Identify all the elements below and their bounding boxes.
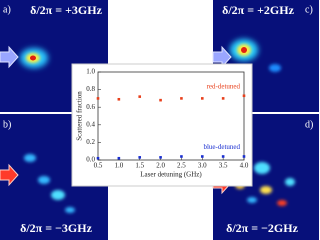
point	[200, 97, 204, 100]
point	[200, 155, 204, 158]
point	[242, 94, 246, 98]
panel-label: a)	[3, 4, 11, 15]
y-axis-label: Scattered fraction	[76, 91, 84, 141]
point	[180, 97, 183, 100]
x-tick-label: 2.5	[177, 162, 186, 170]
point	[117, 97, 121, 101]
x-tick-label: 4.0	[240, 162, 249, 170]
point	[221, 97, 225, 100]
x-tick-label: 2.0	[156, 162, 165, 170]
series-label: red-detuned	[207, 82, 241, 90]
x-tick-label: 1.0	[114, 162, 123, 170]
point	[138, 95, 142, 98]
x-axis-label: Laser detuning (GHz)	[140, 171, 202, 179]
y-tick-label: 0.8	[86, 85, 95, 93]
point	[242, 155, 246, 158]
point	[159, 98, 162, 102]
panel-label: c)	[305, 4, 313, 15]
point	[180, 155, 183, 158]
detuning-label: δ/2π = +2GHz	[222, 3, 294, 17]
point	[96, 156, 100, 160]
inset-background	[71, 63, 253, 187]
point	[96, 97, 100, 100]
x-tick-label: 0.5	[94, 162, 103, 170]
y-tick-label: 1.0	[86, 68, 95, 76]
y-tick-label: 0.6	[86, 103, 95, 111]
panel-a: a) δ/2π = +3GHz	[0, 0, 108, 112]
inset-chart: 0.0 0.2 0.4 0.6 0.8 1.0 0.5 1.0 1.5 2.0 2.5 3.0 3.5 4…	[76, 68, 249, 179]
y-tick-label: 0.0	[86, 156, 95, 164]
plot-frame	[97, 71, 245, 161]
y-tick-label: 0.2	[86, 138, 95, 146]
point	[221, 155, 225, 158]
panel-label: b)	[3, 119, 11, 130]
detuning-label: δ/2π = −2GHz	[226, 221, 298, 235]
x-tick-label: 3.5	[219, 162, 228, 170]
point	[117, 156, 121, 160]
point	[159, 156, 162, 159]
detuning-label: δ/2π = −3GHz	[20, 221, 92, 235]
panel-c: c) δ/2π = +2GHz	[212, 0, 319, 112]
x-tick-label: 3.0	[198, 162, 207, 170]
series-label: blue-detuned	[203, 143, 240, 151]
y-tick-label: 0.4	[86, 120, 95, 128]
detuning-label: δ/2π = +3GHz	[30, 3, 102, 17]
point	[138, 156, 142, 159]
x-tick-label: 1.5	[135, 162, 144, 170]
panel-label: d)	[305, 119, 313, 130]
